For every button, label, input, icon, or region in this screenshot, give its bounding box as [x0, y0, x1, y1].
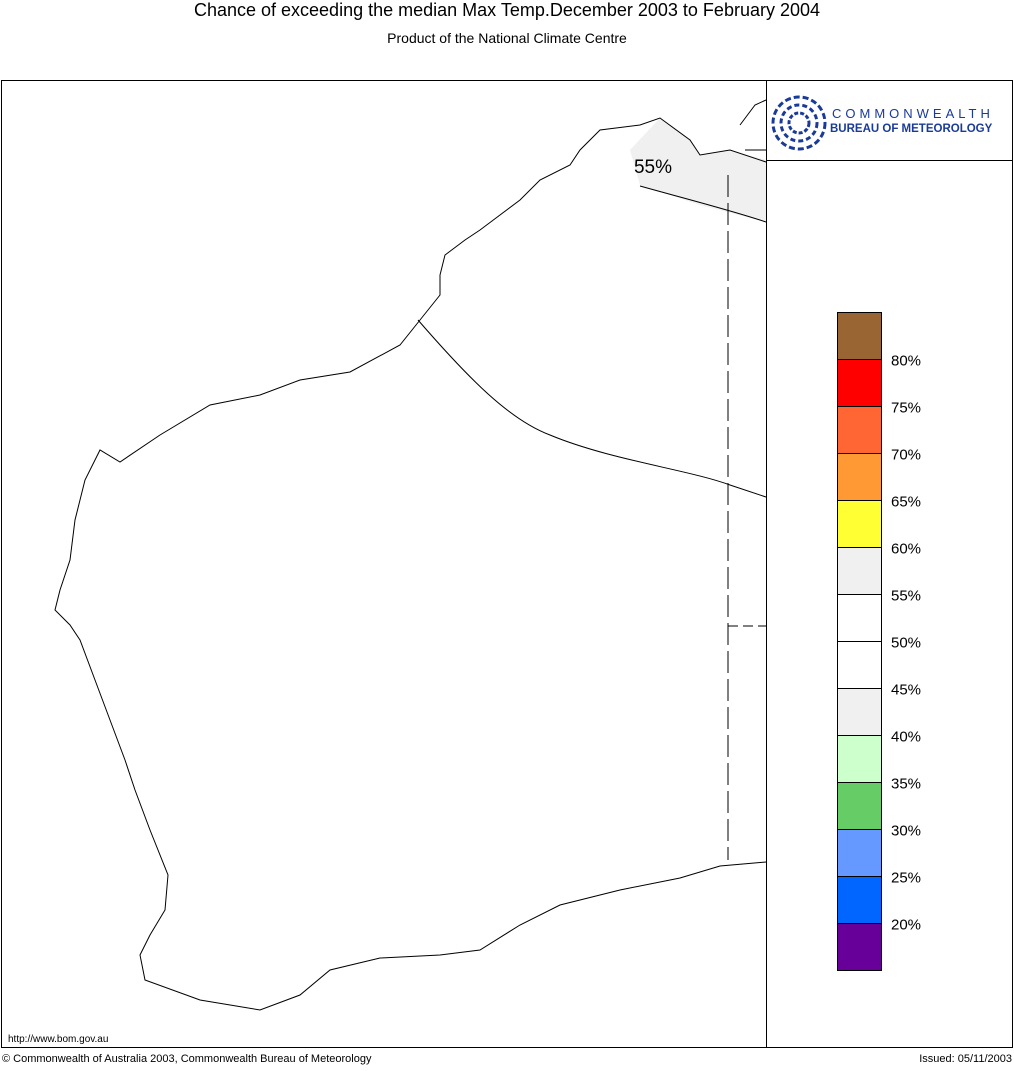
legend-label: 30%	[891, 823, 921, 840]
legend-swatch	[837, 923, 882, 971]
legend-swatch	[837, 312, 882, 360]
legend-label: 20%	[891, 917, 921, 934]
legend-swatch	[837, 547, 882, 595]
url: http://www.bom.gov.au	[8, 1034, 108, 1045]
map-frame	[1, 80, 1013, 1048]
logo-text: COMMONWEALTH	[832, 106, 994, 121]
legend-label: 25%	[891, 870, 921, 887]
legend-swatch	[837, 688, 882, 736]
legend-swatch	[837, 406, 882, 454]
region-boundary	[417, 319, 767, 498]
legend-label: 35%	[891, 776, 921, 793]
legend-label: 70%	[891, 447, 921, 464]
legend-swatch	[837, 782, 882, 830]
legend-label: 75%	[891, 400, 921, 417]
issued-date: Issued: 05/11/2003	[919, 1053, 1012, 1065]
probability-region	[630, 118, 766, 222]
legend-swatch	[837, 735, 882, 783]
legend-swatch	[837, 500, 882, 548]
legend-label: 65%	[891, 494, 921, 511]
legend-swatch	[837, 359, 882, 407]
legend-label: 80%	[891, 353, 921, 370]
legend-label: 50%	[891, 635, 921, 652]
legend: 80% 75% 70% 65% 60% 55% 50% 45% 40% 35% 30% 25% 20%	[837, 312, 921, 971]
region-boundary	[639, 185, 767, 223]
legend-label: 45%	[891, 682, 921, 699]
title: Chance of exceeding the median Max Temp.…	[194, 0, 820, 20]
legend-label: 55%	[891, 588, 921, 605]
legend-swatch	[837, 876, 882, 924]
coastline	[54, 117, 767, 1011]
coastline	[739, 99, 767, 151]
legend-swatch	[837, 594, 882, 642]
legend-swatch	[837, 829, 882, 877]
legend-swatch	[837, 453, 882, 501]
logo-text: BUREAU OF METEOROLOGY	[830, 123, 993, 135]
legend-label: 60%	[891, 541, 921, 558]
region-label: 55%	[634, 157, 672, 178]
subtitle: Product of the National Climate Centre	[387, 30, 627, 46]
copyright: © Commonwealth of Australia 2003, Common…	[2, 1053, 372, 1065]
logo-emblem	[771, 95, 827, 151]
legend-label: 40%	[891, 729, 921, 746]
legend-swatch	[837, 641, 882, 689]
